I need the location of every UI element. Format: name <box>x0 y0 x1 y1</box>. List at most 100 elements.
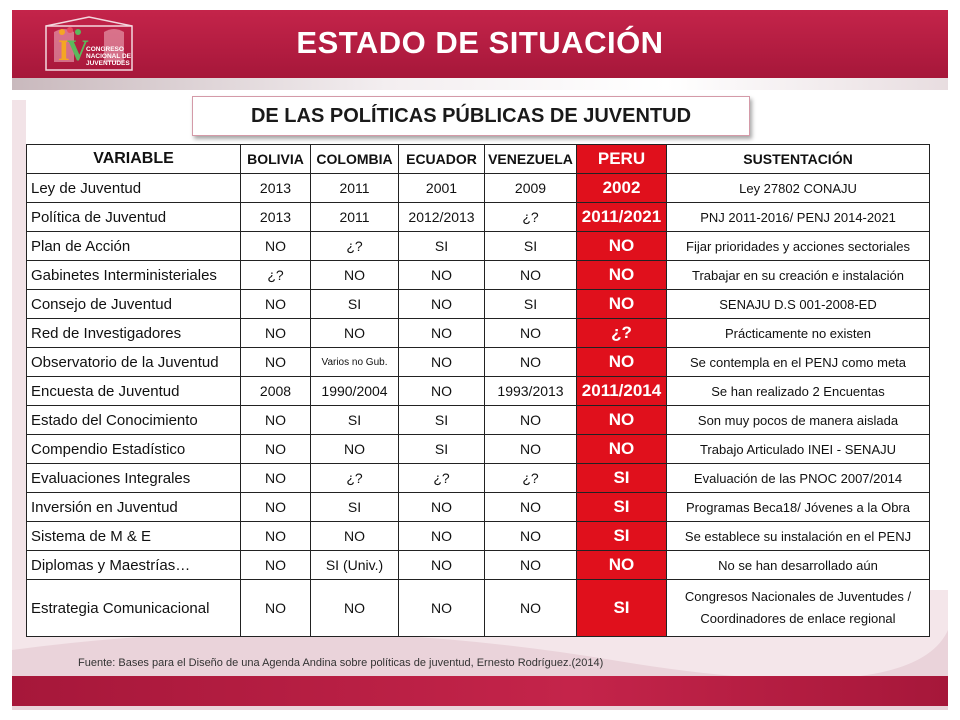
cell-sustentacion: Congresos Nacionales de Juventudes / Coo… <box>666 579 930 637</box>
footer-bar <box>12 676 948 706</box>
cell-venezuela: ¿? <box>484 463 577 493</box>
cell-colombia: Varios no Gub. <box>310 347 399 377</box>
cell-peru: 2011/2021 <box>576 202 667 232</box>
cell-colombia: ¿? <box>310 463 399 493</box>
cell-ecuador: NO <box>398 492 485 522</box>
cell-peru: NO <box>576 347 667 377</box>
header-ecuador: ECUADOR <box>398 144 485 174</box>
cell-ecuador: SI <box>398 231 485 261</box>
logo-text: CONGRESO NACIONAL DE JUVENTUDES <box>86 46 132 67</box>
table-row: Inversión en Juventud NO SI NO NO SI Pro… <box>26 492 930 522</box>
cell-peru: SI <box>576 463 667 493</box>
cell-sustentacion: Programas Beca18/ Jóvenes a la Obra <box>666 492 930 522</box>
table-header-row: VARIABLE BOLIVIA COLOMBIA ECUADOR VENEZU… <box>26 144 930 174</box>
header-venezuela: VENEZUELA <box>484 144 577 174</box>
svg-text:I: I <box>58 34 70 67</box>
table-row: Sistema de M & E NO NO NO NO SI Se estab… <box>26 521 930 551</box>
cell-variable: Observatorio de la Juventud <box>26 347 241 377</box>
cell-colombia: SI (Univ.) <box>310 550 399 580</box>
cell-sustentacion: Fijar prioridades y acciones sectoriales <box>666 231 930 261</box>
header-colombia: COLOMBIA <box>310 144 399 174</box>
cell-sustentacion: Se contempla en el PENJ como meta <box>666 347 930 377</box>
table-row: Encuesta de Juventud 2008 1990/2004 NO 1… <box>26 376 930 406</box>
cell-peru: NO <box>576 289 667 319</box>
page-title: ESTADO DE SITUACIÓN <box>296 25 664 60</box>
cell-venezuela: NO <box>484 318 577 348</box>
cell-peru: NO <box>576 405 667 435</box>
cell-peru: SI <box>576 579 667 637</box>
cell-peru: SI <box>576 521 667 551</box>
cell-venezuela: SI <box>484 231 577 261</box>
cell-venezuela: NO <box>484 579 577 637</box>
section-subtitle: DE LAS POLÍTICAS PÚBLICAS DE JUVENTUD <box>192 96 750 136</box>
cell-sustentacion: No se han desarrollado aún <box>666 550 930 580</box>
side-decoration <box>12 100 26 700</box>
cell-colombia: NO <box>310 579 399 637</box>
cell-ecuador: 2001 <box>398 173 485 203</box>
cell-colombia: ¿? <box>310 231 399 261</box>
cell-ecuador: ¿? <box>398 463 485 493</box>
cell-colombia: SI <box>310 405 399 435</box>
cell-variable: Ley de Juventud <box>26 173 241 203</box>
cell-peru: 2011/2014 <box>576 376 667 406</box>
cell-sustentacion: Se establece su instalación en el PENJ <box>666 521 930 551</box>
cell-sustentacion: Evaluación de las PNOC 2007/2014 <box>666 463 930 493</box>
cell-ecuador: SI <box>398 434 485 464</box>
cell-variable: Estado del Conocimiento <box>26 405 241 435</box>
table-row: Observatorio de la Juventud NO Varios no… <box>26 347 930 377</box>
cell-variable: Compendio Estadístico <box>26 434 241 464</box>
header-variable: VARIABLE <box>26 144 241 174</box>
cell-bolivia: NO <box>240 405 311 435</box>
cell-bolivia: NO <box>240 289 311 319</box>
source-note: Fuente: Bases para el Diseño de una Agen… <box>78 657 604 669</box>
cell-variable: Evaluaciones Integrales <box>26 463 241 493</box>
table-row: Estado del Conocimiento NO SI SI NO NO S… <box>26 405 930 435</box>
cell-venezuela: SI <box>484 289 577 319</box>
table-row: Diplomas y Maestrías… NO SI (Univ.) NO N… <box>26 550 930 580</box>
cell-peru: NO <box>576 434 667 464</box>
cell-peru: ¿? <box>576 318 667 348</box>
cell-bolivia: ¿? <box>240 260 311 290</box>
cell-peru: NO <box>576 260 667 290</box>
cell-venezuela: NO <box>484 405 577 435</box>
cell-variable: Política de Juventud <box>26 202 241 232</box>
cell-variable: Sistema de M & E <box>26 521 241 551</box>
cell-bolivia: NO <box>240 579 311 637</box>
cell-sustentacion: PNJ 2011-2016/ PENJ 2014-2021 <box>666 202 930 232</box>
cell-bolivia: NO <box>240 347 311 377</box>
cell-variable: Encuesta de Juventud <box>26 376 241 406</box>
banner-stripe <box>12 78 948 90</box>
cell-bolivia: 2013 <box>240 173 311 203</box>
congress-logo: I V <box>45 16 133 71</box>
cell-variable: Red de Investigadores <box>26 318 241 348</box>
cell-peru: SI <box>576 492 667 522</box>
header-banner: I V CONGRESO NACIONAL DE JUVENTUDES ESTA… <box>12 10 948 78</box>
cell-ecuador: SI <box>398 405 485 435</box>
table-row: Estrategia Comunicacional NO NO NO NO SI… <box>26 579 930 637</box>
table-row: Evaluaciones Integrales NO ¿? ¿? ¿? SI E… <box>26 463 930 493</box>
cell-venezuela: 2009 <box>484 173 577 203</box>
cell-venezuela: NO <box>484 521 577 551</box>
cell-ecuador: NO <box>398 521 485 551</box>
cell-venezuela: 1993/2013 <box>484 376 577 406</box>
cell-colombia: NO <box>310 260 399 290</box>
cell-colombia: NO <box>310 434 399 464</box>
cell-peru: NO <box>576 231 667 261</box>
cell-colombia: 1990/2004 <box>310 376 399 406</box>
cell-sustentacion: Prácticamente no existen <box>666 318 930 348</box>
cell-sustentacion: Trabajo Articulado INEI - SENAJU <box>666 434 930 464</box>
cell-colombia: 2011 <box>310 202 399 232</box>
table-row: Red de Investigadores NO NO NO NO ¿? Prá… <box>26 318 930 348</box>
cell-sustentacion: Ley 27802 CONAJU <box>666 173 930 203</box>
header-sustentacion: SUSTENTACIÓN <box>666 144 930 174</box>
table-row: Compendio Estadístico NO NO SI NO NO Tra… <box>26 434 930 464</box>
cell-variable: Estrategia Comunicacional <box>26 579 241 637</box>
table-row: Plan de Acción NO ¿? SI SI NO Fijar prio… <box>26 231 930 261</box>
policy-table: VARIABLE BOLIVIA COLOMBIA ECUADOR VENEZU… <box>26 144 930 637</box>
cell-ecuador: 2012/2013 <box>398 202 485 232</box>
cell-colombia: 2011 <box>310 173 399 203</box>
cell-ecuador: NO <box>398 347 485 377</box>
cell-ecuador: NO <box>398 318 485 348</box>
cell-colombia: SI <box>310 492 399 522</box>
cell-bolivia: NO <box>240 231 311 261</box>
